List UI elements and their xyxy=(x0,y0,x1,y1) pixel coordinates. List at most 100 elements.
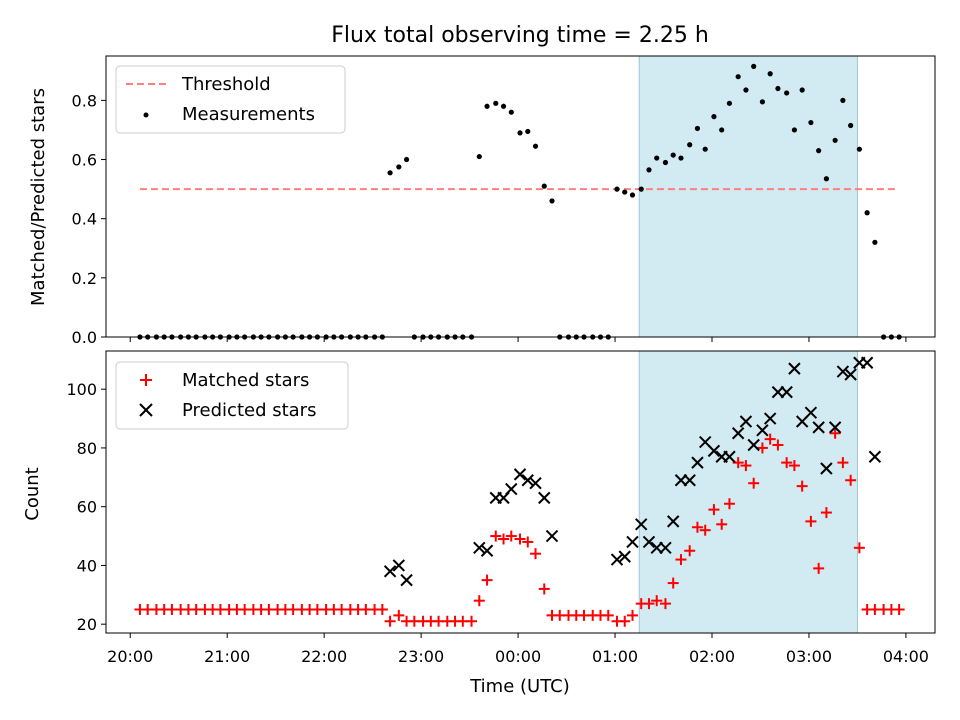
measurement-point xyxy=(735,74,741,80)
matched-star-point xyxy=(530,548,542,560)
matched-star-point xyxy=(514,533,526,545)
measurement-point xyxy=(702,146,708,152)
y-tick-label: 80 xyxy=(77,439,97,458)
predicted-star-point xyxy=(642,535,656,549)
matched-star-point xyxy=(643,598,655,610)
predicted-star-point xyxy=(820,462,833,475)
top-panel: Flux total observing time = 2.25 h 0.00.… xyxy=(28,23,936,347)
predicted-star-point xyxy=(529,476,542,490)
predicted-star-point xyxy=(683,474,696,487)
x-tick-label: 04:00 xyxy=(883,647,929,666)
measurement-point xyxy=(816,148,822,154)
matched-star-point xyxy=(473,595,485,607)
predicted-star-point xyxy=(626,535,639,549)
measurement-point xyxy=(775,85,781,92)
predicted-star-point xyxy=(739,415,753,428)
bottom-axes-frame xyxy=(105,350,936,634)
measurement-point xyxy=(532,143,539,149)
matched-star-point xyxy=(490,530,502,542)
measurement-point xyxy=(767,71,773,77)
top-axes-frame xyxy=(105,55,936,338)
matched-star-point xyxy=(845,474,857,486)
predicted-star-point xyxy=(747,438,760,452)
predicted-star-point xyxy=(812,421,825,434)
matched-star-point xyxy=(764,433,776,445)
measurement-point xyxy=(508,109,514,115)
matched-star-point xyxy=(384,615,396,627)
matched-star-point xyxy=(691,521,703,533)
bottom-y-ticks: 20 40 60 80 100 xyxy=(66,380,106,634)
bottom-legend: Matched stars Predicted stars xyxy=(115,361,349,430)
predicted-star-point xyxy=(667,515,680,528)
legend-threshold-label: Threshold xyxy=(181,74,271,95)
matched-star-point xyxy=(723,498,735,510)
matched-star-point xyxy=(796,480,808,492)
measurement-point xyxy=(872,239,878,245)
predicted-star-point xyxy=(707,444,721,458)
bottom-x-ticks: 20:00 21:00 22:00 23:00 00:00 01:00 02:00 03:00… xyxy=(107,633,929,666)
legend-matched-label: Matched stars xyxy=(182,370,309,391)
predicted-star-point xyxy=(521,474,534,487)
matched-star-point xyxy=(602,609,614,621)
measurement-point xyxy=(654,155,660,161)
chart-title: Flux total observing time = 2.25 h xyxy=(331,23,709,48)
matched-star-point xyxy=(699,524,711,536)
measurement-point xyxy=(549,198,555,204)
matched-star-point xyxy=(716,518,728,530)
top-x-ticks xyxy=(129,337,907,342)
matched-star-point xyxy=(659,598,671,610)
bottom-legend-box xyxy=(115,361,349,430)
predicted-star-point xyxy=(828,421,842,434)
matched-star-point xyxy=(813,562,825,574)
measurement-point xyxy=(751,63,757,69)
top-y-axis-label: Matched/Predicted stars xyxy=(28,88,49,306)
measurement-point xyxy=(622,189,628,195)
matched-star-point xyxy=(481,574,493,586)
predicted-star-point xyxy=(545,529,559,543)
matched-star-point xyxy=(837,457,849,469)
matched-star-point xyxy=(522,536,534,548)
matched-star-point xyxy=(748,477,760,489)
measurement-point xyxy=(832,137,838,143)
predicted-star-point xyxy=(691,456,704,469)
y-tick-label: 0.2 xyxy=(72,269,97,288)
matched-star-point xyxy=(684,545,696,557)
measurement-point xyxy=(719,127,725,133)
matched-star-point xyxy=(781,457,793,469)
measurement-point xyxy=(484,103,490,109)
measurement-point xyxy=(525,128,531,135)
matched-star-point xyxy=(466,615,478,627)
measurement-point xyxy=(694,125,701,132)
measurement-point xyxy=(678,155,684,161)
y-tick-label: 0.6 xyxy=(72,151,97,170)
measurement-point xyxy=(856,146,862,152)
bottom-y-axis-label: Count xyxy=(22,467,43,520)
x-axis-label: Time (UTC) xyxy=(469,676,570,697)
matched-star-point xyxy=(393,609,405,621)
matched-star-point xyxy=(376,604,388,615)
x-tick-label: 02:00 xyxy=(689,647,735,666)
matched-star-point xyxy=(619,615,631,627)
bottom-plot-marks xyxy=(134,356,905,627)
y-tick-label: 20 xyxy=(77,615,97,634)
predicted-star-point xyxy=(635,518,648,531)
predicted-star-point xyxy=(618,550,631,563)
x-tick-label: 23:00 xyxy=(398,647,444,666)
predicted-star-point xyxy=(804,406,818,419)
legend-measurements-swatch xyxy=(143,112,149,118)
y-tick-label: 60 xyxy=(77,498,97,517)
legend-predicted-label: Predicted stars xyxy=(182,400,316,421)
top-y-ticks: 0.0 0.2 0.4 0.6 0.8 xyxy=(72,91,106,347)
predicted-star-point xyxy=(756,424,769,437)
matched-star-point xyxy=(538,583,550,595)
predicted-star-point xyxy=(513,468,527,481)
measurement-point xyxy=(396,164,402,170)
predicted-star-point xyxy=(731,427,745,440)
measurement-point xyxy=(387,170,393,176)
matched-star-point xyxy=(708,504,720,516)
predicted-star-point xyxy=(538,491,551,505)
predicted-star-point xyxy=(836,365,850,378)
predicted-star-point xyxy=(763,412,777,425)
predicted-star-point xyxy=(392,559,406,572)
predicted-star-point xyxy=(860,356,874,369)
